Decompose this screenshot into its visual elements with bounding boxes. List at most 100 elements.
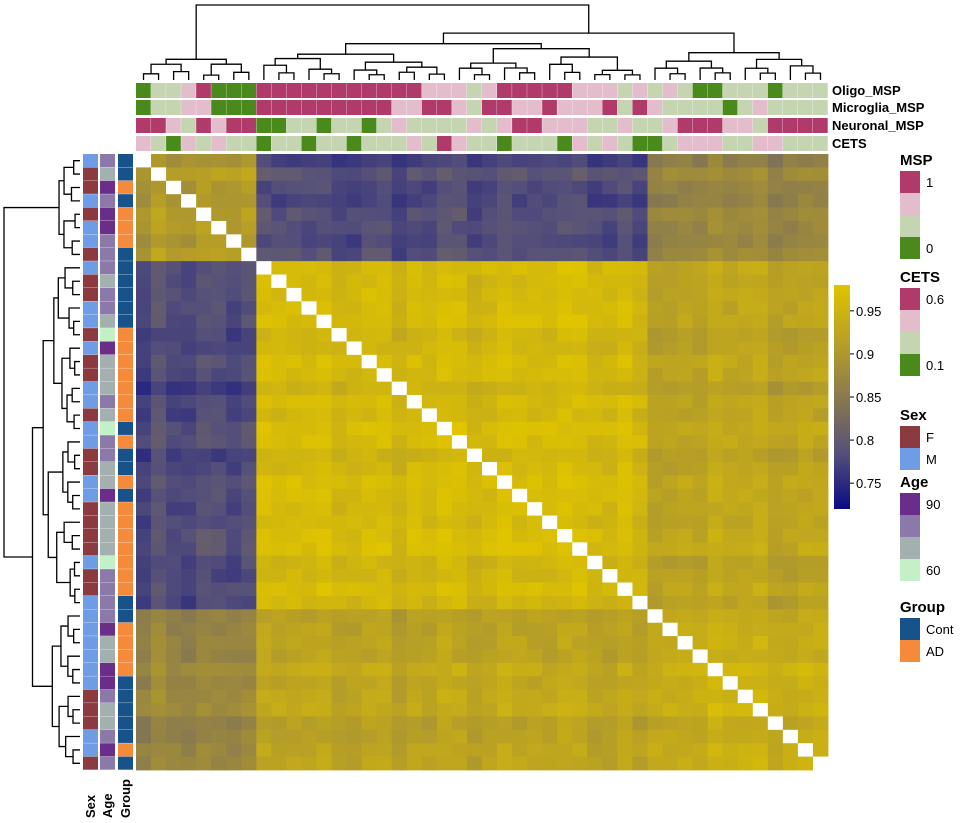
- heatmap-cell: [301, 636, 317, 650]
- heatmap-cell: [436, 274, 453, 289]
- heatmap-cell: [707, 381, 724, 396]
- heatmap-cell: [662, 368, 678, 383]
- row-annotation-label: Age: [100, 793, 115, 818]
- heatmap-cell: [241, 207, 257, 222]
- heatmap-cell: [677, 649, 694, 664]
- heatmap-cell: [542, 542, 558, 557]
- row-annotation-cell: [83, 180, 98, 194]
- heatmap-cell: [587, 502, 603, 516]
- heatmap-cell: [331, 354, 348, 369]
- heatmap-cell: [451, 368, 468, 383]
- heatmap-cell: [677, 328, 694, 342]
- row-annotation-cell: [83, 194, 98, 208]
- heatmap-cell: [647, 328, 663, 342]
- heatmap-cell: [301, 595, 317, 610]
- row-annotation-cell: [118, 408, 133, 422]
- dendrogram-branch: [42, 339, 54, 516]
- colorbar-tick-label: 0.9: [856, 347, 874, 362]
- heatmap-cell: [211, 515, 227, 530]
- heatmap-cell: [677, 462, 694, 476]
- heatmap-cell: [451, 328, 468, 342]
- heatmap-cell: [632, 341, 648, 356]
- legend-swatch: [900, 448, 920, 470]
- heatmap-cell: [406, 475, 423, 490]
- heatmap-cell: [602, 475, 618, 490]
- heatmap-cell: [391, 220, 408, 235]
- heatmap-cell: [512, 502, 528, 516]
- heatmap-cell: [166, 341, 182, 356]
- legend-title: Group: [900, 599, 945, 616]
- heatmap-cell: [692, 595, 709, 610]
- heatmap-cell: [542, 328, 558, 342]
- row-annotation-cell: [100, 649, 115, 663]
- row-annotation-cell: [83, 462, 98, 476]
- heatmap-cell: [737, 328, 754, 342]
- heatmap-cell: [482, 381, 498, 396]
- heatmap-cell: [482, 528, 498, 543]
- heatmap-cell: [782, 247, 799, 262]
- heatmap-cell: [617, 247, 633, 262]
- heatmap-cell: [151, 274, 167, 289]
- heatmap-cell: [572, 636, 588, 650]
- heatmap-cell: [692, 448, 709, 463]
- heatmap-cell: [136, 488, 152, 503]
- heatmap-cell: [767, 341, 784, 356]
- row-annotation-cell: [83, 636, 98, 650]
- column-annotation-cell: [602, 100, 618, 115]
- legend-label: F: [926, 430, 934, 445]
- heatmap-cell: [602, 662, 618, 677]
- heatmap-cell: [466, 301, 483, 316]
- heatmap-cell: [211, 341, 227, 356]
- heatmap-cell: [391, 247, 408, 262]
- heatmap-cell: [527, 194, 543, 208]
- heatmap-cell: [662, 716, 678, 731]
- heatmap-cell: [482, 341, 498, 356]
- legend-label: 60: [926, 563, 940, 578]
- heatmap-cell: [391, 301, 408, 316]
- column-annotation-cell: [361, 136, 377, 151]
- heatmap-cell: [512, 622, 528, 637]
- heatmap-cell: [647, 649, 663, 664]
- heatmap-cell: [151, 207, 167, 222]
- heatmap-cell: [421, 274, 438, 289]
- heatmap-cell: [436, 154, 453, 168]
- heatmap-cell: [512, 247, 528, 262]
- heatmap-cell: [677, 542, 694, 557]
- column-annotation-cell: [196, 83, 211, 98]
- heatmap-cell: [602, 194, 618, 208]
- heatmap-cell: [436, 622, 453, 637]
- heatmap-cell: [301, 220, 317, 235]
- heatmap-cell: [707, 716, 724, 731]
- dendrogram-branch: [518, 72, 536, 80]
- heatmap-cell: [271, 569, 287, 583]
- heatmap-cell: [316, 528, 332, 543]
- row-annotation-cell: [118, 502, 133, 516]
- heatmap-cell: [707, 435, 724, 450]
- heatmap-cell: [241, 261, 257, 275]
- heatmap-cell: [677, 569, 694, 583]
- heatmap-cell: [782, 595, 799, 610]
- heatmap-cell: [527, 703, 543, 717]
- heatmap-cell: [436, 689, 453, 704]
- heatmap-cell: [737, 676, 754, 691]
- heatmap-cell: [782, 301, 799, 316]
- heatmap-cell: [256, 515, 272, 530]
- heatmap-cell: [226, 582, 242, 597]
- heatmap-cell: [602, 154, 618, 168]
- heatmap-cell: [211, 676, 227, 691]
- heatmap-cell: [782, 676, 799, 691]
- heatmap-cell: [497, 354, 513, 369]
- column-annotation-cell: [647, 83, 663, 98]
- column-annotation-cell: [451, 100, 467, 115]
- heatmap-cell: [181, 569, 197, 583]
- heatmap-cell: [782, 502, 799, 516]
- heatmap-cell: [737, 555, 754, 570]
- heatmap-cell: [151, 154, 167, 168]
- heatmap-cell: [782, 167, 799, 182]
- row-annotation-cell: [83, 729, 98, 743]
- heatmap-cell: [497, 247, 513, 262]
- heatmap-cell: [241, 689, 257, 704]
- heatmap-cell: [466, 421, 483, 436]
- heatmap-cell: [151, 421, 167, 436]
- dendrogram-branch: [62, 451, 69, 493]
